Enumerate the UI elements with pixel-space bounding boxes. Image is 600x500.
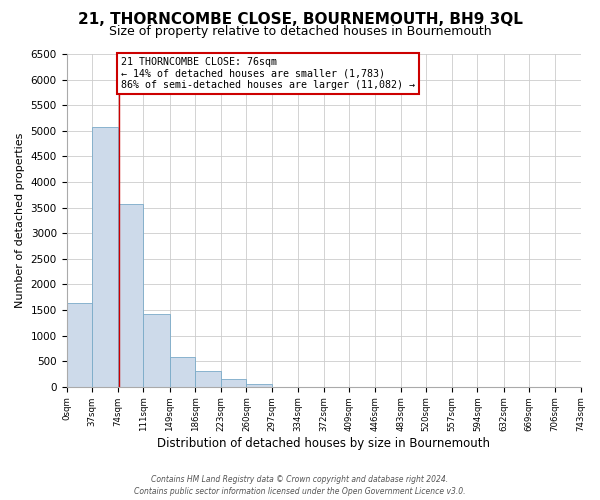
Text: Contains HM Land Registry data © Crown copyright and database right 2024.
Contai: Contains HM Land Registry data © Crown c… [134,474,466,496]
Bar [247,384,272,387]
Bar [92,126,118,387]
X-axis label: Distribution of detached houses by size in Bournemouth: Distribution of detached houses by size … [157,437,490,450]
Text: 21 THORNCOMBE CLOSE: 76sqm
← 14% of detached houses are smaller (1,783)
86% of s: 21 THORNCOMBE CLOSE: 76sqm ← 14% of deta… [121,56,415,90]
Bar [118,204,143,387]
Bar [143,314,170,387]
Y-axis label: Number of detached properties: Number of detached properties [15,132,25,308]
Bar [195,372,221,387]
Bar [170,357,195,387]
Bar [221,380,247,387]
Text: Size of property relative to detached houses in Bournemouth: Size of property relative to detached ho… [109,25,491,38]
Bar [67,304,92,387]
Text: 21, THORNCOMBE CLOSE, BOURNEMOUTH, BH9 3QL: 21, THORNCOMBE CLOSE, BOURNEMOUTH, BH9 3… [77,12,523,28]
